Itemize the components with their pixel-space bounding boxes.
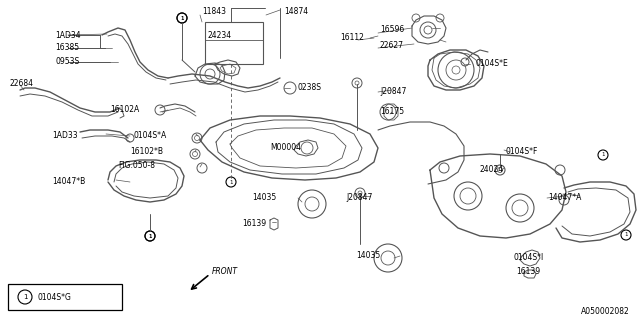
Text: 1: 1 — [148, 234, 152, 238]
Text: 1: 1 — [180, 15, 184, 20]
Text: 1: 1 — [23, 294, 28, 300]
Text: 24024: 24024 — [480, 164, 504, 173]
Text: 0104S*E: 0104S*E — [475, 60, 508, 68]
Text: 22684: 22684 — [10, 79, 34, 89]
Text: 0104S*I: 0104S*I — [513, 253, 543, 262]
Text: 14047*A: 14047*A — [548, 193, 581, 202]
Text: 14035: 14035 — [252, 193, 276, 202]
Text: 0104S*G: 0104S*G — [38, 292, 72, 301]
Text: 16112: 16112 — [340, 34, 364, 43]
Text: 1: 1 — [229, 180, 233, 185]
Text: FIG.050-8: FIG.050-8 — [118, 162, 155, 171]
Text: 1: 1 — [601, 153, 605, 157]
Text: 16102A: 16102A — [110, 106, 140, 115]
Text: 0238S: 0238S — [298, 84, 322, 92]
Bar — [8, 284, 122, 310]
Text: 1: 1 — [624, 233, 628, 237]
Text: 0104S*A: 0104S*A — [134, 132, 167, 140]
Text: M00004: M00004 — [270, 143, 301, 153]
Text: 14874: 14874 — [284, 7, 308, 17]
Text: 1: 1 — [148, 234, 152, 238]
Text: J20847: J20847 — [380, 86, 406, 95]
Text: 16175: 16175 — [380, 108, 404, 116]
Bar — [205, 22, 263, 64]
Text: 0953S: 0953S — [55, 58, 79, 67]
Text: 1AD34: 1AD34 — [55, 30, 81, 39]
Text: J20847: J20847 — [346, 193, 372, 202]
Text: FRONT: FRONT — [212, 268, 238, 276]
Text: 16139: 16139 — [516, 268, 540, 276]
Text: A050002082: A050002082 — [581, 308, 630, 316]
Text: 16385: 16385 — [55, 44, 79, 52]
Text: 1: 1 — [180, 15, 184, 20]
Text: 24234: 24234 — [208, 31, 232, 41]
Text: 14035: 14035 — [356, 252, 380, 260]
Text: 22627: 22627 — [380, 42, 404, 51]
Text: 16102*B: 16102*B — [130, 148, 163, 156]
Text: 0104S*F: 0104S*F — [505, 147, 538, 156]
Text: 11843: 11843 — [202, 7, 226, 17]
Text: 1AD33: 1AD33 — [52, 132, 77, 140]
Text: 16596: 16596 — [380, 26, 404, 35]
Text: 16139: 16139 — [242, 220, 266, 228]
Text: 14047*B: 14047*B — [52, 178, 85, 187]
